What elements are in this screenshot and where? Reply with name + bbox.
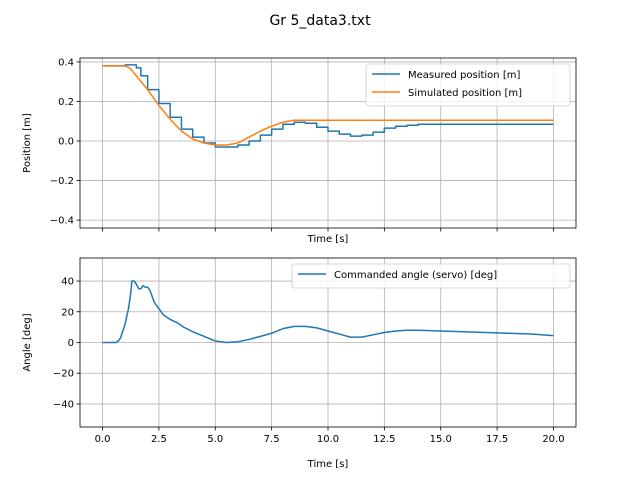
y-tick-label: 0 <box>68 338 74 349</box>
y-tick-label: 20 <box>61 307 74 318</box>
y-tick-label: −0.4 <box>50 216 74 227</box>
series-line-primary <box>102 280 554 344</box>
y-tick-label: 40 <box>61 277 74 288</box>
x-tick-label: 12.5 <box>373 434 395 445</box>
series-line-secondary <box>102 65 554 146</box>
angle-axes: 0.0 2.5 5.0 7.5 10.0 12.5 15.0 17.5 20.0 −40 −20 0 2… <box>22 257 577 470</box>
x-tick-label: 2.5 <box>151 434 167 445</box>
y-tick-label: −20 <box>53 369 74 380</box>
legend-box <box>365 63 571 107</box>
y-tick-label: −0.2 <box>50 176 74 187</box>
legend-label: Simulated position [m] <box>408 88 522 99</box>
legend-box <box>291 263 571 289</box>
legend: Measured position [m] Simulated position … <box>365 63 571 107</box>
y-tick-label: −40 <box>53 399 74 410</box>
y-tick-label: 0.4 <box>58 57 74 68</box>
series-line-primary <box>102 64 554 148</box>
y-axis-label: Angle [deg] <box>22 313 33 371</box>
x-tick-label: 20.0 <box>542 434 564 445</box>
figure-title: Gr 5_data3.txt <box>269 13 371 29</box>
x-tick-label: 10.0 <box>317 434 339 445</box>
y-tick-label: 0.2 <box>58 97 74 108</box>
x-tick-label: 7.5 <box>264 434 280 445</box>
x-tick-label: 15.0 <box>430 434 452 445</box>
x-tick-label: 0.0 <box>95 434 111 445</box>
x-axis-label: Time [s] <box>307 459 349 470</box>
y-tick-label: 0.0 <box>58 137 74 148</box>
legend-label: Commanded angle (servo) [deg] <box>334 270 497 281</box>
x-tick-label: 5.0 <box>207 434 223 445</box>
legend: Commanded angle (servo) [deg] <box>291 263 571 289</box>
x-tick-label: 17.5 <box>486 434 508 445</box>
legend-label: Measured position [m] <box>408 70 520 81</box>
position-axes: −0.4 −0.2 0.0 0.2 0.4 Time [s] Position [m] Mea… <box>22 57 577 245</box>
y-axis-label: Position [m] <box>22 113 33 173</box>
x-axis-label: Time [s] <box>307 234 349 245</box>
